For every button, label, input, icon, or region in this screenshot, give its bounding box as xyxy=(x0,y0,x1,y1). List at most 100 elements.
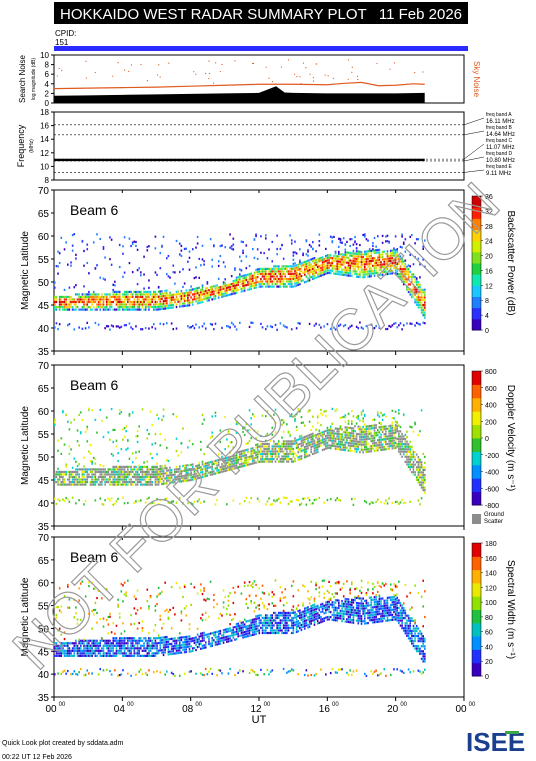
power-pixel xyxy=(195,246,197,249)
velocity-pixel xyxy=(235,423,238,426)
power-pixel xyxy=(123,305,126,309)
width-pixel xyxy=(143,649,145,652)
width-pixel xyxy=(71,654,74,657)
power-pixel xyxy=(308,261,311,264)
velocity-pixel xyxy=(86,440,89,443)
velocity-pixel xyxy=(329,434,332,437)
width-pixel xyxy=(75,647,77,650)
velocity-pixel xyxy=(161,477,163,481)
width-pixel xyxy=(138,670,140,673)
velocity-pixel xyxy=(219,471,222,474)
power-pixel xyxy=(242,249,244,252)
power-pixel xyxy=(206,289,209,292)
velocity-pixel xyxy=(398,442,400,446)
power-pixel xyxy=(385,268,387,271)
power-pixel xyxy=(412,273,415,276)
velocity-pixel xyxy=(385,415,387,418)
width-pixel xyxy=(78,587,80,590)
power-pixel xyxy=(308,276,311,279)
width-pixel xyxy=(96,596,98,600)
velocity-pixel xyxy=(201,460,204,463)
sky-noise-point xyxy=(351,71,353,73)
power-pixel xyxy=(385,252,387,256)
power-pixel xyxy=(378,268,381,272)
velocity-pixel xyxy=(96,478,98,481)
velocity-pixel xyxy=(264,445,267,448)
velocity-pixel xyxy=(307,454,309,458)
power-pixel xyxy=(131,308,134,311)
power-pixel xyxy=(203,260,205,263)
velocity-pixel xyxy=(281,457,283,461)
power-pixel xyxy=(367,257,369,261)
power-pixel xyxy=(385,273,387,276)
power-pixel xyxy=(133,290,136,293)
velocity-pixel xyxy=(409,425,412,428)
power-pixel xyxy=(138,308,140,311)
power-pixel xyxy=(407,288,410,291)
width-pixel xyxy=(63,652,66,655)
power-pixel xyxy=(411,322,413,326)
power-pixel xyxy=(127,295,129,299)
width-pixel xyxy=(62,647,64,650)
velocity-pixel xyxy=(419,476,421,479)
power-pixel xyxy=(290,275,293,278)
velocity-pixel xyxy=(274,500,277,503)
velocity-pixel xyxy=(372,424,374,427)
velocity-pixel xyxy=(234,462,236,465)
power-pixel xyxy=(398,257,400,260)
velocity-pixel xyxy=(381,438,384,441)
velocity-pixel xyxy=(79,411,82,414)
velocity-pixel xyxy=(152,501,155,505)
velocity-pixel xyxy=(338,440,340,443)
width-pixel xyxy=(105,639,108,642)
velocity-pixel xyxy=(78,463,80,466)
velocity-pixel xyxy=(318,429,321,432)
power-pixel xyxy=(128,300,131,304)
power-pixel xyxy=(284,265,287,268)
width-pixel xyxy=(115,624,118,627)
width-pixel xyxy=(91,654,93,657)
power-pixel xyxy=(92,305,95,309)
width-pixel xyxy=(123,652,126,655)
power-pixel xyxy=(281,277,283,281)
velocity-pixel xyxy=(373,424,376,427)
power-pixel xyxy=(213,295,215,298)
velocity-pixel xyxy=(182,502,184,505)
velocity-pixel xyxy=(334,445,337,448)
velocity-pixel xyxy=(305,437,308,440)
width-pixel xyxy=(120,649,123,652)
width-pixel xyxy=(109,647,111,650)
velocity-pixel xyxy=(200,501,202,504)
velocity-pixel xyxy=(94,473,97,476)
power-pixel xyxy=(234,287,236,290)
velocity-pixel xyxy=(135,457,137,460)
velocity-pixel xyxy=(424,481,426,484)
velocity-pixel xyxy=(376,411,379,414)
velocity-pixel xyxy=(204,472,207,475)
velocity-pixel xyxy=(328,446,330,450)
power-pixel xyxy=(414,324,416,327)
power-pixel xyxy=(360,255,363,259)
power-pixel xyxy=(310,258,313,261)
velocity-pixel xyxy=(266,450,269,453)
velocity-pixel xyxy=(243,462,246,465)
power-pixel xyxy=(406,285,408,289)
velocity-pixel xyxy=(380,436,382,439)
power-pixel xyxy=(165,322,168,325)
velocity-pixel xyxy=(146,470,149,474)
velocity-pixel xyxy=(333,429,335,432)
velocity-pixel xyxy=(58,473,61,476)
power-pixel xyxy=(264,234,267,237)
power-pixel xyxy=(200,298,202,302)
velocity-pixel xyxy=(211,473,214,476)
width-pixel xyxy=(136,642,139,645)
power-pixel xyxy=(399,275,402,278)
velocity-pixel xyxy=(385,440,387,443)
velocity-pixel xyxy=(260,447,262,451)
velocity-pixel xyxy=(66,478,69,481)
velocity-pixel xyxy=(303,440,306,444)
power-pixel xyxy=(422,247,425,251)
velocity-pixel xyxy=(250,450,252,453)
velocity-pixel xyxy=(122,470,124,474)
power-pixel xyxy=(376,274,379,277)
